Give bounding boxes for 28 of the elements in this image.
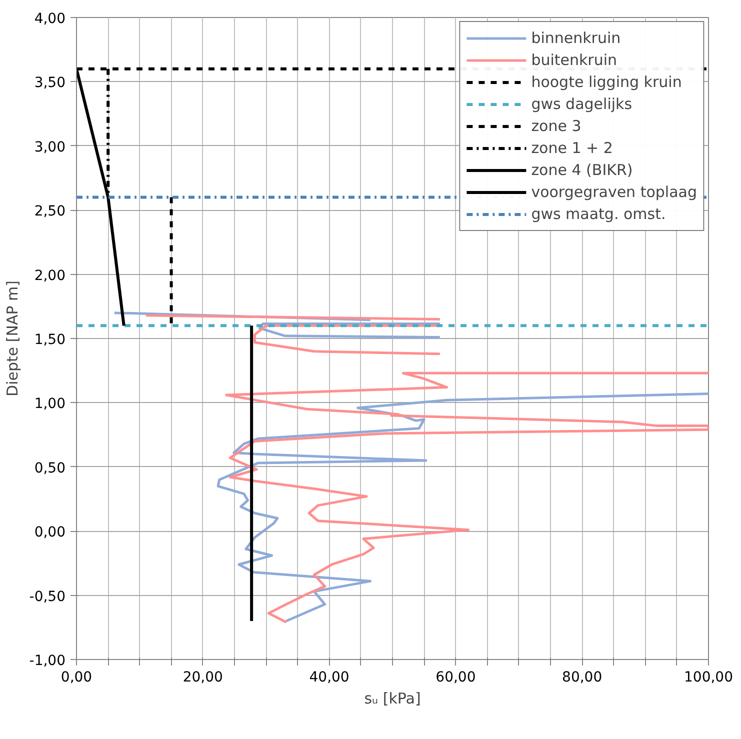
y-tick-label: 3,00 (34, 139, 66, 156)
legend-label: zone 1 + 2 (531, 139, 613, 157)
y-tick-label: 3,50 (34, 75, 66, 92)
x-tick-label: 80,00 (562, 670, 602, 686)
legend-label: hoogte ligging kruin (531, 73, 682, 91)
legend-label: binnenkruin (531, 29, 621, 47)
legend-label: buitenkruin (531, 51, 618, 69)
legend-label: voorgegraven toplaag (531, 183, 697, 201)
x-tick-label: 100,00 (684, 670, 734, 686)
y-tick-label: -1,00 (29, 653, 66, 669)
legend-label: zone 3 (531, 117, 582, 135)
legend-label: zone 4 (BIKR) (531, 161, 633, 179)
x-tick-label: 20,00 (182, 670, 223, 686)
y-tick-label: 1,00 (34, 396, 66, 412)
x-axis-title: sᵤ [kPa] (364, 690, 421, 708)
legend-label: gws dagelijks (531, 95, 632, 113)
y-tick-label: 4,00 (34, 11, 66, 27)
y-tick-label: 2,00 (34, 268, 66, 284)
x-tick-label: 60,00 (436, 670, 476, 686)
y-tick-label: 0,00 (34, 524, 66, 541)
legend-label: gws maatg. omst. (531, 205, 666, 223)
y-tick-label: 2,50 (34, 204, 66, 220)
x-tick-label: 40,00 (309, 670, 350, 686)
x-tick-label: 0,00 (60, 670, 92, 686)
y-axis-title: Diepte [NAP m] (3, 280, 22, 396)
y-tick-label: 0,50 (34, 460, 66, 476)
y-tick-label: 1,50 (34, 332, 66, 348)
y-tick-label: -0,50 (29, 588, 66, 605)
